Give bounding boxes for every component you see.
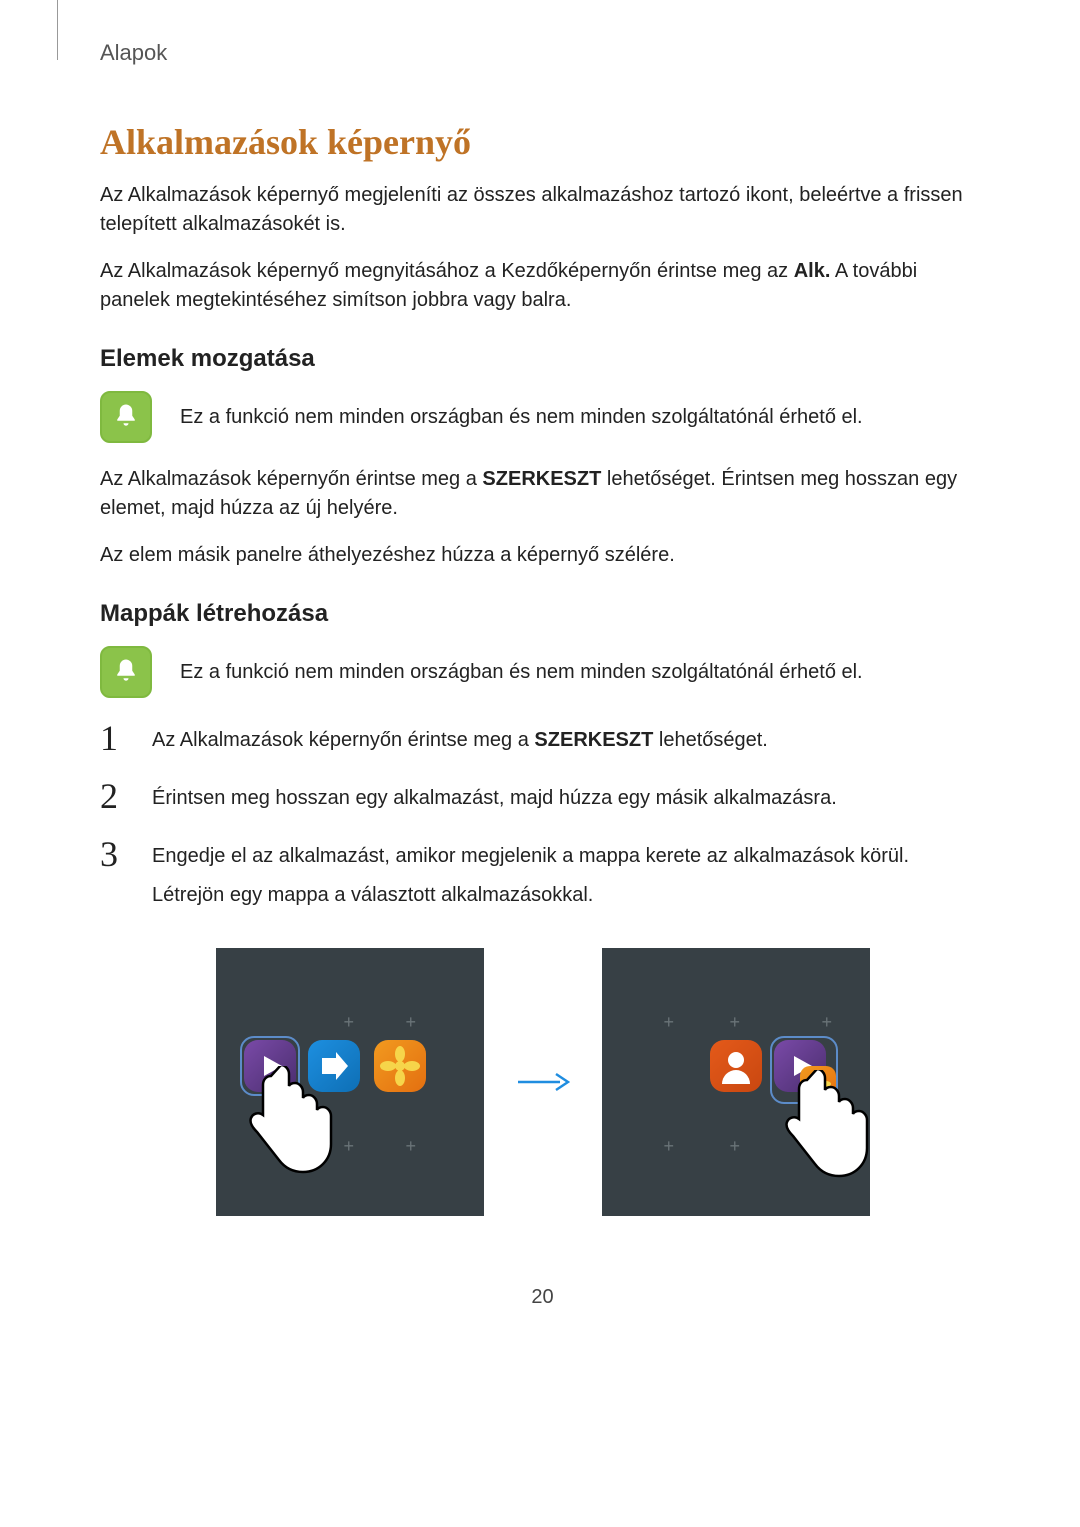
text-span: Érintsen meg hosszan egy alkalmazást, ma… (152, 787, 837, 809)
step-number: 2 (100, 778, 128, 814)
header-divider (57, 0, 58, 60)
step-number: 3 (100, 836, 128, 872)
text-span: Az Alkalmazások képernyő megnyitásához a… (100, 260, 794, 282)
intro-paragraph-1: Az Alkalmazások képernyő megjeleníti az … (100, 181, 985, 239)
placeholder-plus-icon: + (664, 1136, 675, 1157)
step-text: Engedje el az alkalmazást, amikor megjel… (152, 836, 909, 920)
text-span: lehetőséget. (653, 729, 768, 751)
gallery-icon (374, 1040, 426, 1092)
video-icon (244, 1040, 296, 1092)
screen-left: + + + + (216, 948, 484, 1216)
intro-paragraph-2: Az Alkalmazások képernyő megnyitásához a… (100, 257, 985, 315)
video-icon (774, 1040, 826, 1092)
bell-icon (100, 391, 152, 443)
screen-right: + + + + + (602, 948, 870, 1216)
text-span: Az Alkalmazások képernyőn érintse meg a (100, 468, 482, 490)
page-title: Alkalmazások képernyő (100, 121, 985, 163)
placeholder-plus-icon: + (730, 1136, 741, 1157)
placeholder-plus-icon: + (406, 1136, 417, 1157)
step-number: 1 (100, 720, 128, 756)
note-text: Ez a funkció nem minden országban és nem… (180, 646, 863, 687)
sec1-paragraph-2: Az elem másik panelre áthelyezéshez húzz… (100, 541, 985, 570)
step-text: Az Alkalmazások képernyőn érintse meg a … (152, 720, 768, 755)
text-span: Létrejön egy mappa a választott alkalmaz… (152, 884, 593, 906)
step-1: 1 Az Alkalmazások képernyőn érintse meg … (100, 720, 985, 756)
contacts-icon (710, 1040, 762, 1092)
bold-text: SZERKESZT (534, 729, 653, 751)
bell-icon (100, 646, 152, 698)
note-box: Ez a funkció nem minden országban és nem… (100, 646, 985, 698)
placeholder-plus-icon: + (822, 1012, 833, 1033)
sec1-paragraph-1: Az Alkalmazások képernyőn érintse meg a … (100, 465, 985, 523)
placeholder-plus-icon: + (406, 1012, 417, 1033)
text-span: Az Alkalmazások képernyőn érintse meg a (152, 729, 534, 751)
bold-text: Alk. (794, 260, 831, 282)
note-text: Ez a funkció nem minden országban és nem… (180, 391, 863, 432)
instruction-figure: + + + + + + + + + (100, 948, 985, 1216)
step-2: 2 Érintsen meg hosszan egy alkalmazást, … (100, 778, 985, 814)
placeholder-plus-icon: + (344, 1012, 355, 1033)
arrow-right-icon (516, 1070, 570, 1094)
placeholder-plus-icon: + (730, 1012, 741, 1033)
bold-text: SZERKESZT (482, 468, 601, 490)
page-number: 20 (100, 1286, 985, 1309)
note-box: Ez a funkció nem minden országban és nem… (100, 391, 985, 443)
placeholder-plus-icon: + (664, 1012, 675, 1033)
text-span: Engedje el az alkalmazást, amikor megjel… (152, 845, 909, 867)
arrow-right-icon (308, 1040, 360, 1092)
subsection-title-1: Elemek mozgatása (100, 345, 985, 373)
section-label: Alapok (100, 40, 985, 66)
step-3: 3 Engedje el az alkalmazást, amikor megj… (100, 836, 985, 920)
placeholder-plus-icon: + (344, 1136, 355, 1157)
step-text: Érintsen meg hosszan egy alkalmazást, ma… (152, 778, 837, 813)
subsection-title-2: Mappák létrehozása (100, 600, 985, 628)
